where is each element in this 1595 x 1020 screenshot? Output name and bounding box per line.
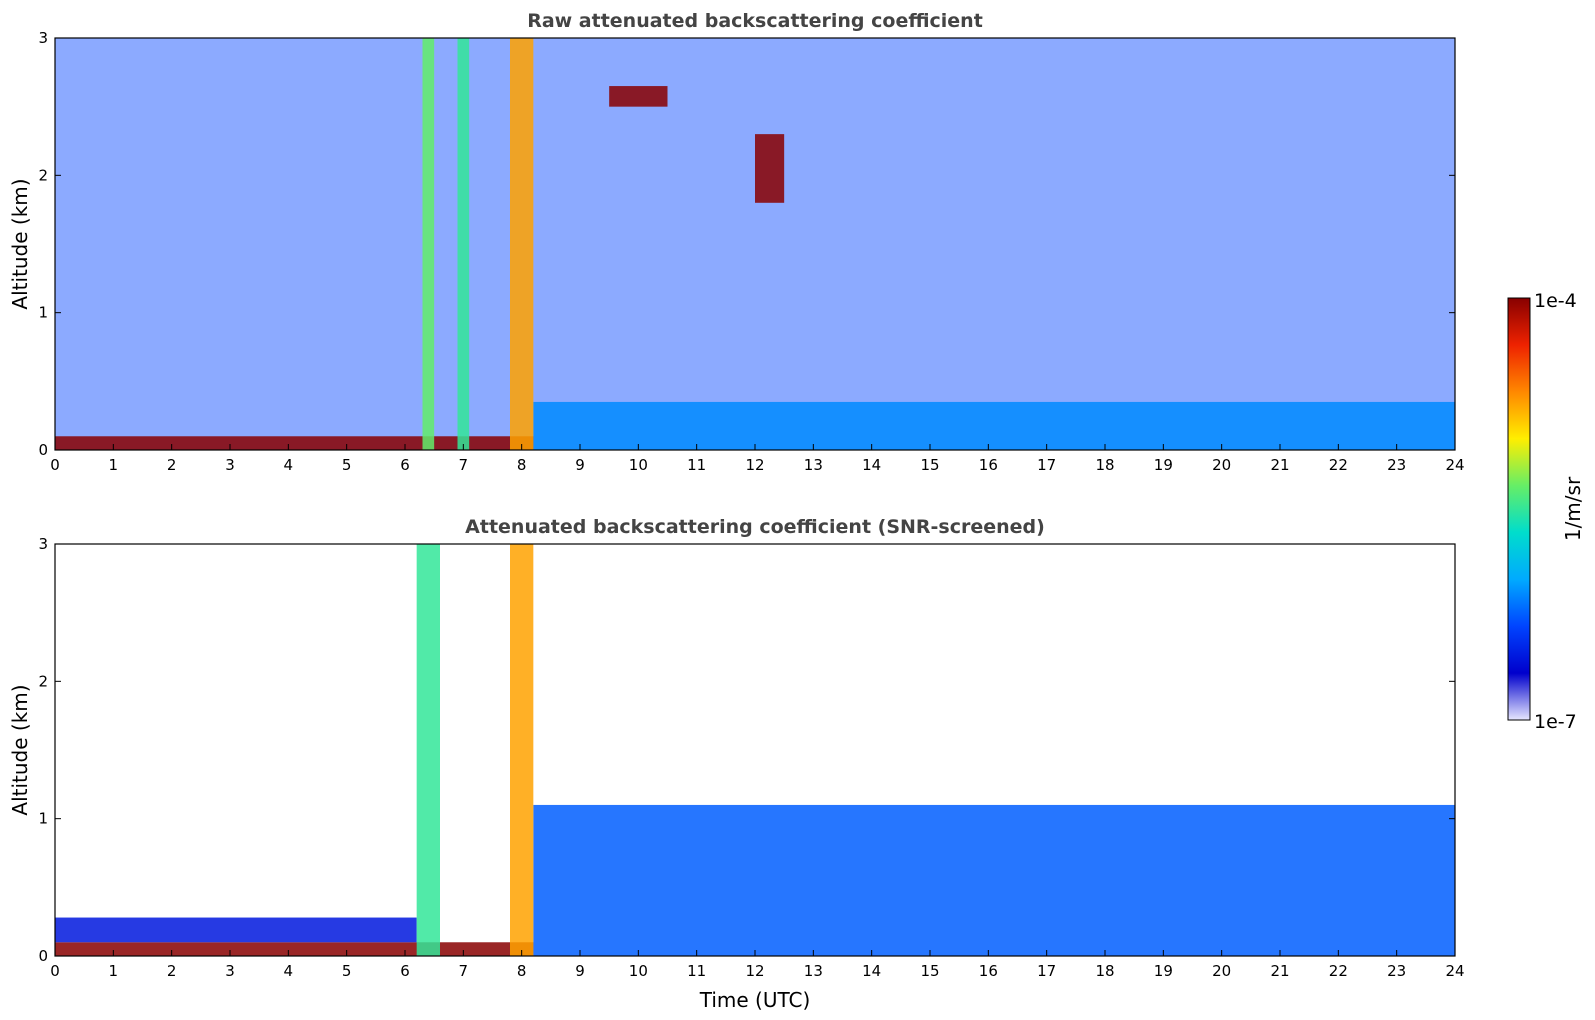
colorbar: 1e-4 1e-7 1/m/sr [1507,290,1585,733]
cloud [755,134,785,203]
x-tick-label: 18 [1095,456,1114,474]
x-tick-label: 15 [920,962,939,980]
y-tick-label: 3 [38,535,48,553]
panel-raw: Raw attenuated backscattering coefficien… [8,10,1465,474]
y-axis-label: Altitude (km) [8,684,32,815]
x-tick-label: 12 [745,962,764,980]
x-tick-label: 6 [400,962,410,980]
x-tick-label: 4 [284,962,294,980]
x-tick-label: 9 [575,962,585,980]
precipitation-column [510,544,534,956]
x-tick-label: 22 [1329,456,1348,474]
heatmap-area [55,544,1455,956]
x-tick-label: 9 [575,456,585,474]
x-tick-label: 5 [342,962,352,980]
x-tick-label: 23 [1387,456,1406,474]
chart-title: Attenuated backscattering coefficient (S… [465,516,1045,538]
x-tick-label: 18 [1095,962,1114,980]
x-tick-label: 19 [1154,456,1173,474]
x-tick-label: 24 [1445,456,1464,474]
x-tick-label: 8 [517,962,527,980]
y-axis-label: Altitude (km) [8,178,32,309]
x-tick-label: 12 [745,456,764,474]
x-tick-label: 10 [629,962,648,980]
x-tick-label: 11 [687,456,706,474]
boundary-layer [533,804,1455,956]
x-tick-label: 8 [517,456,527,474]
y-tick-label: 2 [38,672,48,690]
x-tick-label: 14 [862,456,881,474]
y-tick-label: 2 [38,166,48,184]
x-tick-label: 7 [459,962,469,980]
y-tick-label: 1 [38,810,48,828]
x-tick-label: 16 [979,962,998,980]
x-tick-label: 3 [225,456,235,474]
x-axis-label: Time (UTC) [699,988,811,1012]
precipitation-column [457,38,470,450]
x-tick-label: 4 [284,456,294,474]
x-tick-label: 3 [225,962,235,980]
heatmap-area [55,38,1455,450]
x-tick-label: 17 [1037,962,1056,980]
x-tick-label: 7 [459,456,469,474]
boundary-layer [533,401,1455,450]
surface-layer [55,436,534,450]
y-tick-label: 0 [38,441,48,459]
boundary-layer [55,917,417,943]
y-tick-label: 3 [38,29,48,47]
x-tick-label: 10 [629,456,648,474]
precipitation-column [416,544,440,956]
x-tick-label: 0 [50,456,60,474]
x-tick-label: 23 [1387,962,1406,980]
x-tick-label: 21 [1270,962,1289,980]
x-tick-label: 13 [804,962,823,980]
y-tick-label: 1 [38,304,48,322]
x-tick-label: 19 [1154,962,1173,980]
y-tick-label: 0 [38,947,48,965]
panel-screened: Attenuated backscattering coefficient (S… [8,516,1465,1012]
x-tick-label: 6 [400,456,410,474]
x-axis-ticks: 0 1 2 3 4 5 6 7 8 9 10 11 12 13 14 15 16 17 18 19 20 21 22 23 24 [50,950,1465,980]
y-axis-ticks: 0 1 2 3 [38,535,1455,965]
colorbar-label: 1/m/sr [1561,476,1585,541]
x-tick-label: 1 [109,962,119,980]
x-axis-ticks: 0 1 2 3 4 5 6 7 8 9 10 11 12 13 14 15 16 17 18 19 20 21 22 23 24 [50,444,1465,474]
surface-layer [55,942,534,956]
cloud [609,86,668,107]
x-tick-label: 13 [804,456,823,474]
x-tick-label: 15 [920,456,939,474]
precipitation-column [510,38,534,450]
x-tick-label: 11 [687,962,706,980]
precipitation-column [422,38,435,450]
colorbar-max-label: 1e-4 [1534,290,1577,312]
x-tick-label: 24 [1445,962,1464,980]
x-tick-label: 14 [862,962,881,980]
x-tick-label: 22 [1329,962,1348,980]
colorbar-scale [1507,297,1531,721]
x-tick-label: 1 [109,456,119,474]
chart-title: Raw attenuated backscattering coefficien… [527,10,983,32]
colorbar-min-label: 1e-7 [1534,711,1577,733]
x-tick-label: 2 [167,456,177,474]
x-tick-label: 16 [979,456,998,474]
x-tick-label: 20 [1212,456,1231,474]
background-field [55,38,1455,450]
y-axis-ticks: 0 1 2 3 [38,29,1455,459]
x-tick-label: 2 [167,962,177,980]
x-tick-label: 17 [1037,456,1056,474]
x-tick-label: 21 [1270,456,1289,474]
x-tick-label: 0 [50,962,60,980]
x-tick-label: 5 [342,456,352,474]
x-tick-label: 20 [1212,962,1231,980]
